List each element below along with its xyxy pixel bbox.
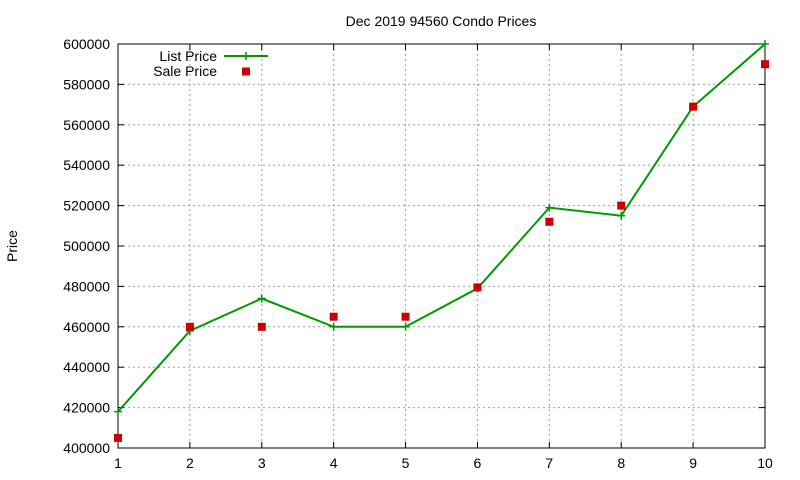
list-price-point bbox=[617, 211, 626, 220]
x-tick-label: 6 bbox=[474, 455, 482, 471]
list-price-line bbox=[117, 43, 766, 413]
x-tick-label: 10 bbox=[757, 455, 773, 471]
chart-title: Dec 2019 94560 Condo Prices bbox=[346, 13, 537, 29]
y-tick-label: 580000 bbox=[63, 76, 110, 92]
y-tick-label: 600000 bbox=[63, 36, 110, 52]
legend-label-list-price: List Price bbox=[159, 48, 217, 64]
x-tick-label: 5 bbox=[402, 455, 410, 471]
y-tick-label: 400000 bbox=[63, 440, 110, 456]
list-price-point bbox=[329, 322, 338, 331]
x-tick-label: 3 bbox=[258, 455, 266, 471]
y-tick-label: 520000 bbox=[63, 198, 110, 214]
y-axis-label: Price bbox=[4, 230, 20, 262]
sale-price-point bbox=[401, 312, 410, 321]
plot-frame bbox=[117, 43, 766, 449]
sale-price-point bbox=[329, 312, 338, 321]
x-tick-label: 1 bbox=[114, 455, 122, 471]
legend-marker-list-price bbox=[242, 52, 250, 60]
y-tick-label: 460000 bbox=[63, 319, 110, 335]
sale-price-point bbox=[114, 433, 122, 442]
y-tick-label: 420000 bbox=[63, 400, 110, 416]
list-price-point bbox=[114, 407, 122, 416]
sale-price-point bbox=[257, 322, 266, 331]
tick-labels: 400000 420000 440000 460000 480000 500000 5200… bbox=[63, 36, 773, 471]
sale-price-point bbox=[689, 102, 698, 111]
list-price-point bbox=[401, 322, 410, 331]
legend: List Price Sale Price bbox=[153, 48, 268, 79]
y-tick-label: 560000 bbox=[63, 117, 110, 133]
x-tick-label: 9 bbox=[689, 455, 697, 471]
x-tick-label: 4 bbox=[330, 455, 338, 471]
x-tick-label: 7 bbox=[545, 455, 553, 471]
sale-price-point bbox=[617, 201, 626, 210]
list-price-point bbox=[257, 294, 266, 303]
list-price-point bbox=[545, 203, 554, 212]
y-tick-label: 500000 bbox=[63, 238, 110, 254]
x-tick-label: 2 bbox=[186, 455, 194, 471]
y-tick-label: 440000 bbox=[63, 359, 110, 375]
series-layer bbox=[114, 40, 769, 442]
sale-price-point bbox=[761, 60, 769, 69]
axis-ticks bbox=[117, 43, 766, 449]
list-price-point bbox=[761, 40, 769, 48]
y-tick-label: 480000 bbox=[63, 278, 110, 294]
legend-label-sale-price: Sale Price bbox=[153, 63, 217, 79]
x-tick-label: 8 bbox=[617, 455, 625, 471]
sale-price-point bbox=[473, 283, 482, 292]
grid bbox=[117, 43, 766, 449]
sale-price-point bbox=[185, 322, 194, 331]
y-tick-label: 540000 bbox=[63, 157, 110, 173]
legend-marker-sale-price bbox=[242, 67, 250, 76]
sale-price-point bbox=[545, 217, 554, 226]
